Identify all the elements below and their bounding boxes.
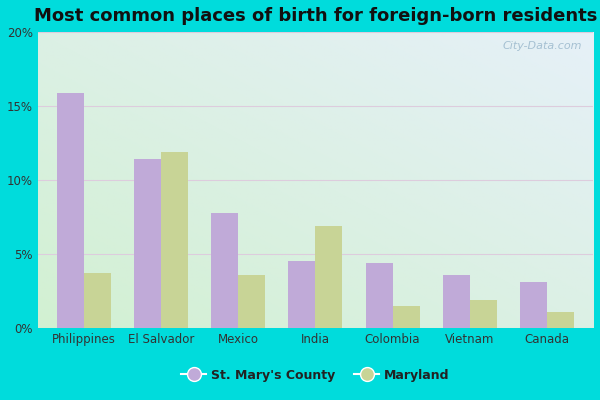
Legend: St. Mary's County, Maryland: St. Mary's County, Maryland	[176, 364, 455, 387]
Bar	[211, 212, 238, 328]
Bar	[392, 306, 419, 328]
Text: City-Data.com: City-Data.com	[502, 41, 582, 51]
Bar	[84, 273, 111, 328]
Bar	[443, 275, 470, 328]
Bar	[365, 263, 392, 328]
Bar	[134, 159, 161, 328]
Bar	[470, 300, 497, 328]
Bar	[57, 93, 84, 328]
Bar	[289, 262, 316, 328]
Bar	[520, 282, 547, 328]
Bar	[161, 152, 188, 328]
Bar	[316, 226, 343, 328]
Title: Most common places of birth for foreign-born residents: Most common places of birth for foreign-…	[34, 7, 597, 25]
Bar	[238, 275, 265, 328]
Bar	[547, 312, 574, 328]
